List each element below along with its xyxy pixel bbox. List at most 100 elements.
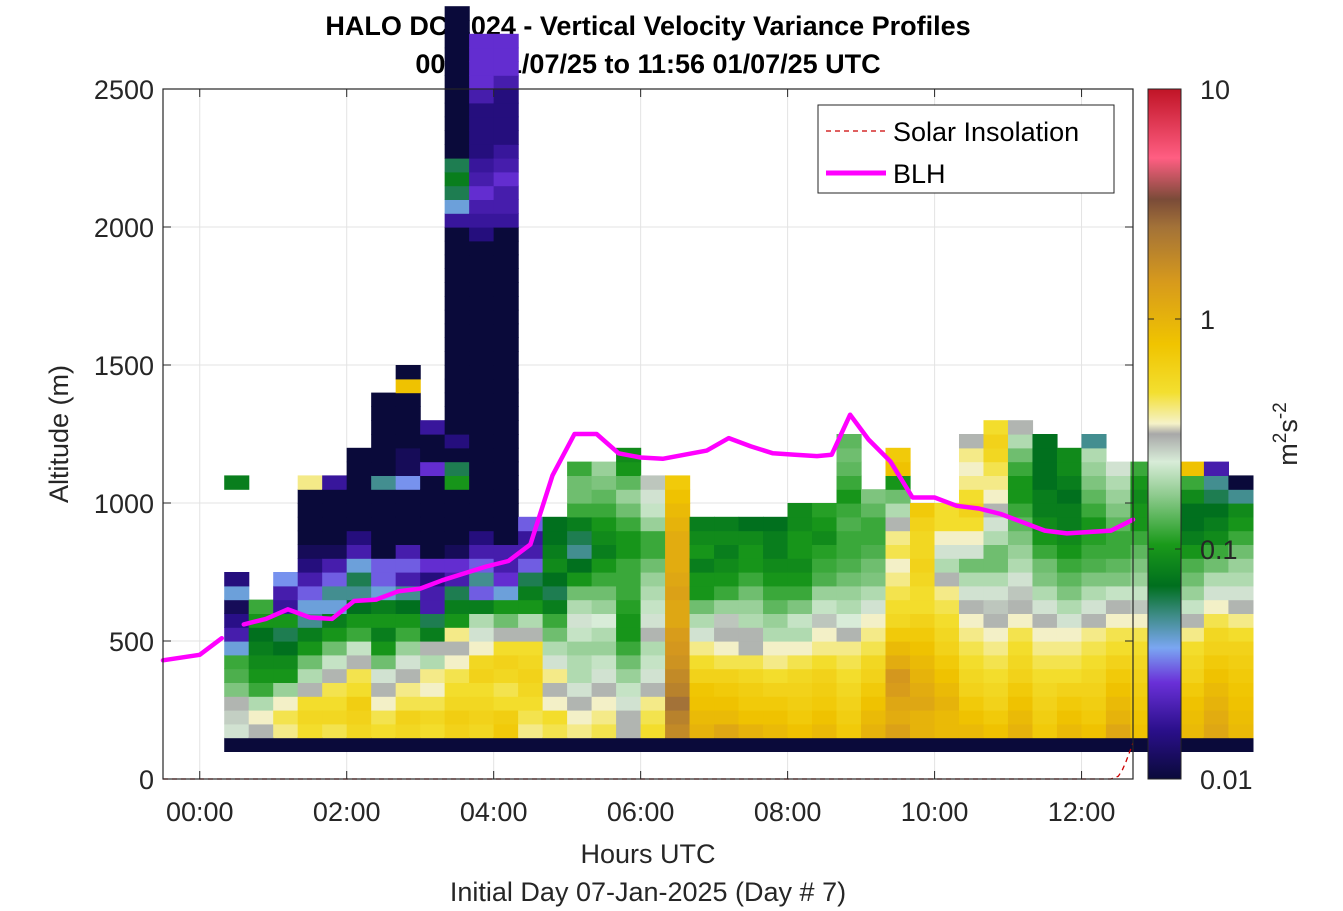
heatmap-cell — [958, 516, 985, 532]
heatmap-cell — [836, 723, 862, 739]
heatmap-cell — [1056, 544, 1083, 559]
heatmap-cell — [1228, 654, 1254, 670]
heatmap-cell — [983, 544, 1009, 559]
heatmap-cell — [1081, 585, 1107, 601]
heatmap-cell — [1228, 723, 1254, 739]
heatmap-cell — [763, 530, 789, 545]
heatmap-cell — [665, 585, 691, 601]
heatmap-cell — [444, 227, 470, 242]
heatmap-cell — [591, 682, 617, 697]
heatmap-cell — [1081, 737, 1107, 752]
heatmap-cell — [910, 558, 936, 573]
heatmap-cell — [1105, 613, 1132, 628]
heatmap-cell — [1228, 696, 1254, 711]
heatmap-cell — [420, 434, 446, 449]
heatmap-cell — [861, 489, 887, 504]
heatmap-cell — [738, 558, 764, 573]
heatmap-cell — [738, 516, 764, 532]
heatmap-cell — [518, 696, 544, 711]
heatmap-cell — [640, 558, 666, 573]
heatmap-cell — [640, 613, 666, 628]
heatmap-cell — [910, 516, 936, 532]
heatmap-cell — [518, 572, 544, 587]
heatmap-cell — [910, 710, 936, 725]
heatmap-cell — [322, 668, 348, 683]
heatmap-cell — [934, 572, 960, 587]
heatmap-cell — [567, 696, 593, 711]
heatmap-cell — [493, 268, 519, 283]
heatmap-cell — [665, 516, 691, 532]
heatmap-cell — [1203, 710, 1230, 725]
heatmap-cell — [1081, 696, 1107, 711]
heatmap-cell — [1056, 585, 1083, 601]
heatmap-cell — [395, 447, 421, 463]
heatmap-cell — [567, 585, 593, 601]
heatmap-cell — [616, 489, 642, 504]
heatmap-cell — [518, 613, 544, 628]
heatmap-cell — [444, 6, 470, 21]
heatmap-cell — [1203, 613, 1230, 628]
heatmap-cell — [395, 696, 421, 711]
heatmap-cell — [1032, 613, 1058, 628]
heatmap-cell — [861, 613, 887, 628]
heatmap-cell — [689, 723, 715, 739]
heatmap-cell — [322, 682, 348, 697]
heatmap-cell — [322, 572, 348, 587]
heatmap-cell — [763, 668, 789, 683]
heatmap-cell — [395, 420, 421, 435]
heatmap-cell — [787, 641, 813, 656]
heatmap-cell — [1007, 654, 1034, 670]
heatmap-cell — [958, 489, 985, 504]
heatmap-cell — [567, 641, 593, 656]
heatmap-cell — [714, 599, 740, 614]
heatmap-cell — [836, 682, 862, 697]
heatmap-cell — [861, 682, 887, 697]
heatmap-cell — [322, 654, 348, 670]
heatmap-cell — [444, 475, 470, 490]
x-tick-label: 06:00 — [607, 797, 675, 827]
heatmap-cell — [444, 102, 470, 118]
heatmap-cell — [518, 599, 544, 614]
heatmap-cell — [493, 102, 519, 118]
heatmap-cell — [1179, 723, 1205, 739]
heatmap-cell — [567, 461, 593, 476]
heatmap-cell — [248, 723, 274, 739]
heatmap-cell — [493, 378, 519, 394]
heatmap-cell — [714, 710, 740, 725]
heatmap-cell — [1203, 503, 1230, 518]
heatmap-cell — [493, 613, 519, 628]
heatmap-cell — [444, 668, 470, 683]
heatmap-cell — [1105, 503, 1132, 518]
heatmap-cell — [444, 365, 470, 380]
heatmap-cell — [567, 530, 593, 545]
heatmap-cell — [640, 710, 666, 725]
heatmap-cell — [493, 737, 519, 752]
heatmap-cell — [1032, 503, 1058, 518]
heatmap-cell — [787, 668, 813, 683]
heatmap-cell — [1056, 668, 1083, 683]
heatmap-cell — [371, 447, 397, 463]
heatmap-cell — [591, 737, 617, 752]
heatmap-cell — [567, 627, 593, 642]
heatmap-cell — [1007, 475, 1034, 490]
heatmap-cell — [444, 447, 470, 463]
heatmap-cell — [469, 696, 495, 711]
colorbar-label-mid: s — [1273, 419, 1303, 433]
heatmap-cell — [346, 572, 372, 587]
plot-frame — [162, 88, 1134, 780]
heatmap-cell — [322, 585, 348, 601]
heatmap-cell — [689, 654, 715, 670]
heatmap-cell — [910, 585, 936, 601]
heatmap-cell — [934, 696, 960, 711]
heatmap-cell — [444, 723, 470, 739]
heatmap-cell — [420, 710, 446, 725]
colorbar — [1147, 88, 1182, 780]
heatmap-cell — [836, 475, 862, 490]
heatmap-cell — [1081, 434, 1107, 449]
heatmap-cell — [567, 503, 593, 518]
heatmap-cell — [224, 696, 250, 711]
heatmap-cell — [1081, 558, 1107, 573]
heatmap-cell — [885, 737, 911, 752]
y-tick-label: 1500 — [94, 351, 154, 381]
heatmap-cell — [812, 696, 838, 711]
